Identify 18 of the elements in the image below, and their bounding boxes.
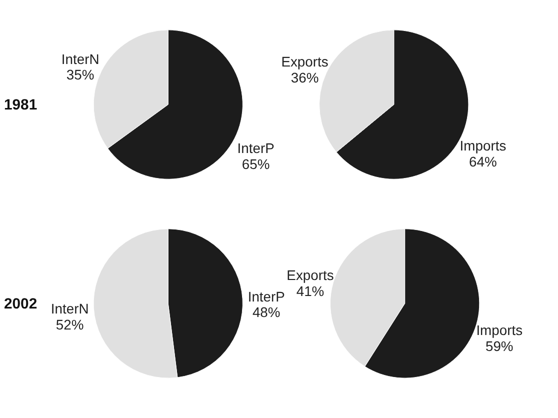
slice-label: Imports [476, 322, 523, 338]
data-label: 65% [242, 156, 270, 172]
slice-label: Exports [281, 54, 328, 70]
data-label: 64% [469, 153, 497, 170]
slice-label: Imports [460, 137, 506, 154]
slice-label: InterP [248, 288, 285, 304]
slice-label: Exports [286, 266, 334, 283]
text: 1981 [4, 98, 38, 114]
data-label: 48% [252, 304, 280, 320]
slice-label: InterN [61, 50, 100, 67]
data-label: 35% [66, 66, 94, 83]
slice-label: InterP [237, 140, 274, 156]
data-label: 52% [56, 316, 84, 333]
data-label: 59% [485, 338, 514, 354]
slice-label: InterN [50, 300, 89, 317]
data-label: 36% [290, 70, 319, 86]
text: 2002 [4, 296, 38, 312]
data-label: 41% [296, 282, 324, 299]
